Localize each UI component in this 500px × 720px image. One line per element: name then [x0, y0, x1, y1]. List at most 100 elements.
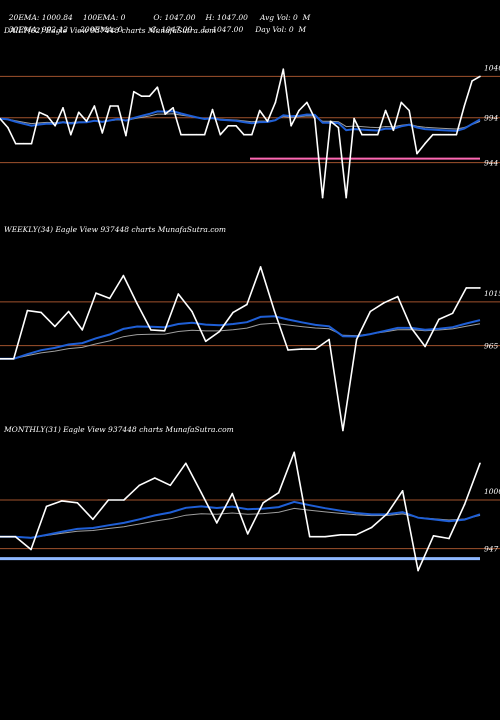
weekly-price-point — [424, 345, 426, 348]
weekly-price-point — [95, 292, 97, 294]
weekly-price-point — [287, 349, 289, 351]
ema100-readout: 100EMA: 0 — [82, 13, 126, 22]
daily-price-point — [62, 107, 64, 109]
daily-price-point — [361, 133, 363, 136]
daily-price-point — [298, 109, 300, 112]
monthly-price-point — [76, 502, 79, 504]
daily-price-point — [400, 101, 403, 104]
ema200-readout: 200EMA: 0 — [80, 25, 123, 34]
daily-ytick-1: 994 — [484, 114, 499, 123]
daily-price-point — [439, 133, 442, 136]
daily-price-point — [432, 133, 434, 136]
daily-price-point — [337, 126, 340, 129]
daily-price-point — [471, 80, 473, 82]
daily-price-point — [392, 129, 395, 132]
daily-price-point — [447, 133, 450, 136]
weekly-price-point — [465, 287, 468, 289]
monthly-price-point — [30, 548, 32, 551]
monthly-price-point — [308, 535, 311, 538]
weekly-price-point — [355, 338, 358, 341]
weekly-price-point — [177, 293, 180, 295]
monthly-price-point — [355, 534, 357, 536]
daily-price-point — [227, 125, 229, 127]
weekly-ema20-line — [0, 315, 481, 360]
weekly-price-point — [150, 329, 152, 331]
open-readout: O: 1047.00 — [153, 13, 196, 22]
ema20-readout: 20EMA: 1000.84 — [8, 13, 73, 22]
daily-price-point — [22, 142, 25, 145]
weekly-price-point — [328, 338, 330, 341]
monthly-price-point — [277, 491, 280, 494]
weekly-price-point — [273, 309, 276, 312]
monthly-ytick-0: 1000 — [484, 487, 500, 496]
ema30-readout: 30EMA: 992.12 — [8, 25, 69, 34]
weekly-ytick-0: 1015 — [484, 289, 500, 298]
daily-price-point — [384, 109, 387, 112]
daily-price-point — [463, 105, 466, 107]
daily-price-point — [38, 111, 41, 114]
monthly-price-point — [92, 518, 94, 521]
weekly-price-point — [438, 318, 440, 321]
daily-price-point — [188, 133, 190, 136]
daily-ytick-2: 944 — [484, 159, 499, 168]
daily-price-point — [117, 105, 119, 107]
monthly-ytick-1: 947 — [484, 545, 499, 554]
header-row-1: 20EMA: 1000.84 100EMA: 0 O: 1047.00 H: 1047… — [4, 4, 310, 22]
monthly-price-line — [0, 451, 481, 572]
daily-price-point — [321, 196, 324, 199]
weekly-price-point — [396, 295, 399, 298]
daily-price-point — [329, 120, 332, 123]
weekly-panel: WEEKLY(34) Eagle View 937448 charts Muna… — [0, 225, 500, 432]
close-readout: C: 1047.00 — [150, 25, 193, 34]
monthly-price-point — [14, 535, 17, 538]
daily-price-point — [243, 133, 245, 136]
weekly-price-point — [259, 266, 262, 268]
daily-price-point — [0, 117, 1, 120]
weekly-price-point — [451, 312, 454, 315]
weekly-price-point — [218, 330, 221, 333]
weekly-price-point — [232, 311, 234, 314]
monthly-price-point — [138, 484, 141, 487]
monthly-price-point — [231, 492, 234, 495]
daily-price-point — [424, 142, 426, 145]
monthly-price-point — [339, 534, 342, 536]
monthly-price-point — [61, 500, 63, 502]
monthly-price-point — [386, 513, 388, 515]
weekly-price-point — [300, 348, 303, 350]
weekly-price-point — [410, 327, 413, 329]
daily-price-point — [93, 105, 96, 107]
daily-price-point — [14, 142, 17, 145]
daily-price-point — [140, 95, 143, 97]
weekly-price-point — [40, 311, 42, 314]
daily-price-line — [0, 68, 481, 199]
daily-price-point — [203, 133, 206, 136]
daily-price-point — [133, 90, 135, 93]
monthly-ema20-line — [0, 500, 481, 539]
weekly-panel-title: WEEKLY(34) Eagle View 937448 charts Muna… — [4, 225, 226, 234]
daily-price-point — [376, 133, 379, 136]
weekly-price-point — [81, 329, 84, 331]
monthly-price-point — [246, 533, 249, 535]
daily-price-point — [180, 133, 182, 136]
daily-ytick-0: 1040 — [484, 63, 500, 72]
daily-panel-title: DAILY(62) Eagle View 937448 charts Munaf… — [3, 26, 216, 35]
daily-price-point — [156, 86, 159, 88]
weekly-price-point — [246, 303, 248, 306]
daily-price-point — [306, 101, 308, 104]
weekly-price-point — [383, 302, 385, 304]
monthly-price-point — [107, 499, 110, 501]
daily-price-point — [353, 117, 355, 120]
daily-price-point — [290, 125, 292, 127]
daily-price-point — [125, 134, 127, 137]
daily-price-point — [70, 133, 72, 136]
daily-price-point — [282, 68, 285, 70]
weekly-price-point — [26, 309, 29, 312]
daily-price-point — [148, 95, 151, 97]
monthly-price-point — [479, 462, 481, 465]
monthly-price-point — [432, 535, 435, 537]
weekly-price-point — [136, 302, 138, 305]
daily-price-point — [258, 109, 261, 112]
daily-price-point — [251, 133, 253, 136]
monthly-price-point — [401, 490, 404, 492]
